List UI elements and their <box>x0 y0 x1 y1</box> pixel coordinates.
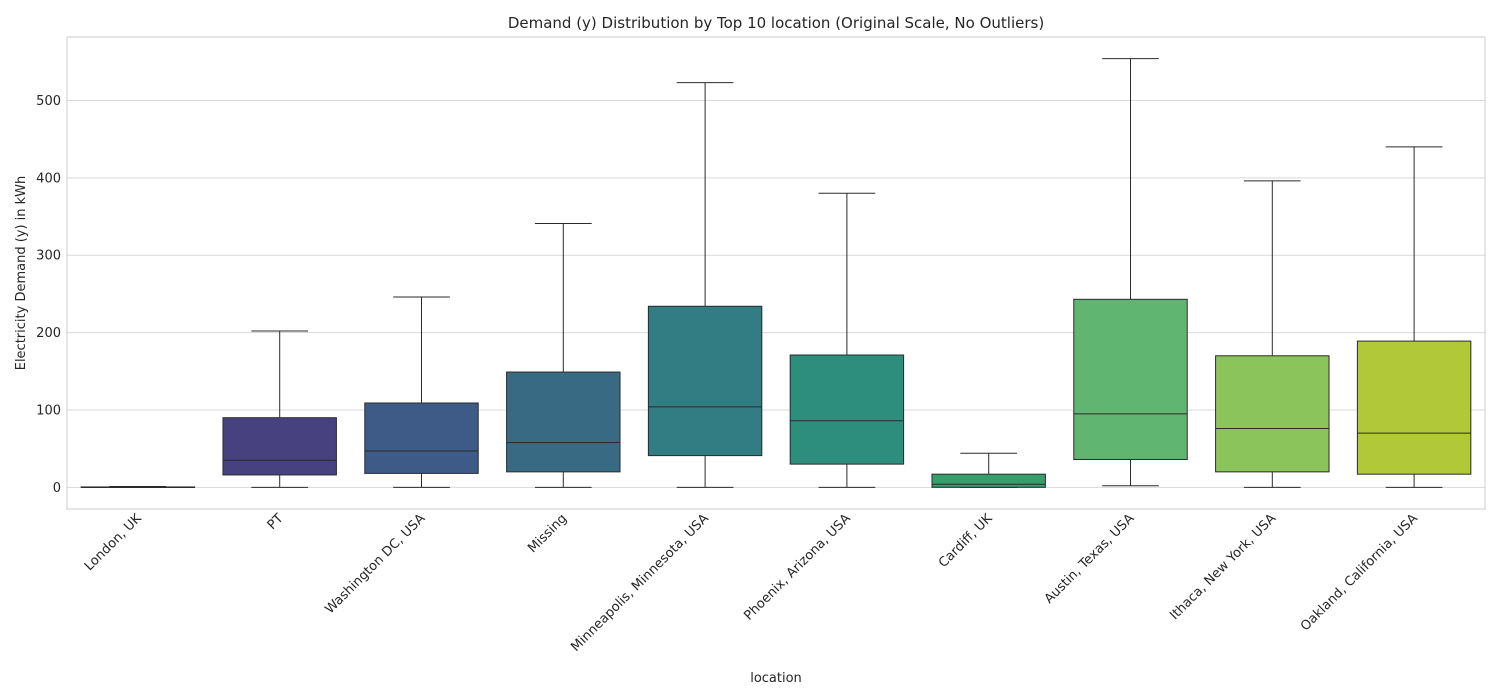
y-tick-label: 0 <box>53 481 61 496</box>
x-tick-label: Ithaca, New York, USA <box>1167 511 1279 623</box>
x-axis-title: location <box>750 671 802 686</box>
iqr-box <box>789 354 905 465</box>
y-tick-label: 500 <box>36 94 61 109</box>
x-tick-label: Phoenix, Arizona, USA <box>741 511 853 623</box>
boxes <box>80 58 1472 488</box>
x-tick-label: Washington DC, USA <box>322 511 428 617</box>
plot-frame <box>66 36 1486 510</box>
x-tick-label: PT <box>265 511 287 533</box>
x-tick-label: Minneapolis, Minnesota, USA <box>568 511 712 655</box>
box-2 <box>222 330 337 488</box>
iqr-box <box>222 417 337 476</box>
x-axis-ticks: London, UK PT Washington DC, USA MissingMin… <box>82 511 1421 655</box>
x-tick-label: Missing <box>525 511 570 556</box>
box-6 <box>789 192 905 488</box>
x-tick-label: Oakland, California, USA <box>1298 511 1421 634</box>
iqr-box <box>647 305 763 457</box>
x-tick-label: London, UK <box>82 511 145 574</box>
box-7 <box>931 452 1046 488</box>
y-tick-label: 400 <box>36 171 61 186</box>
box-5 <box>647 82 763 488</box>
box-4 <box>506 222 621 488</box>
iqr-box <box>1215 355 1330 473</box>
box-9 <box>1215 180 1330 488</box>
y-axis-title: Electricity Demand (y) in kWh <box>14 176 29 371</box>
chart-title: Demand (y) Distribution by Top 10 locati… <box>508 14 1044 32</box>
box-10 <box>1356 146 1472 488</box>
y-axis-ticks: 0 100 200 300 400 500 <box>36 94 61 496</box>
iqr-box <box>506 371 621 473</box>
iqr-box <box>931 473 1046 488</box>
y-tick-label: 100 <box>36 403 61 418</box>
iqr-box <box>364 402 479 474</box>
iqr-box <box>1356 340 1472 475</box>
y-tick-label: 200 <box>36 326 61 341</box>
box-8 <box>1073 58 1188 487</box>
x-tick-label: Cardiff, UK <box>936 511 996 571</box>
box-3 <box>364 296 479 488</box>
x-tick-label: Austin, Texas, USA <box>1042 511 1138 607</box>
box-1 <box>80 486 196 488</box>
iqr-box <box>1073 298 1188 460</box>
y-tick-label: 300 <box>36 249 61 264</box>
